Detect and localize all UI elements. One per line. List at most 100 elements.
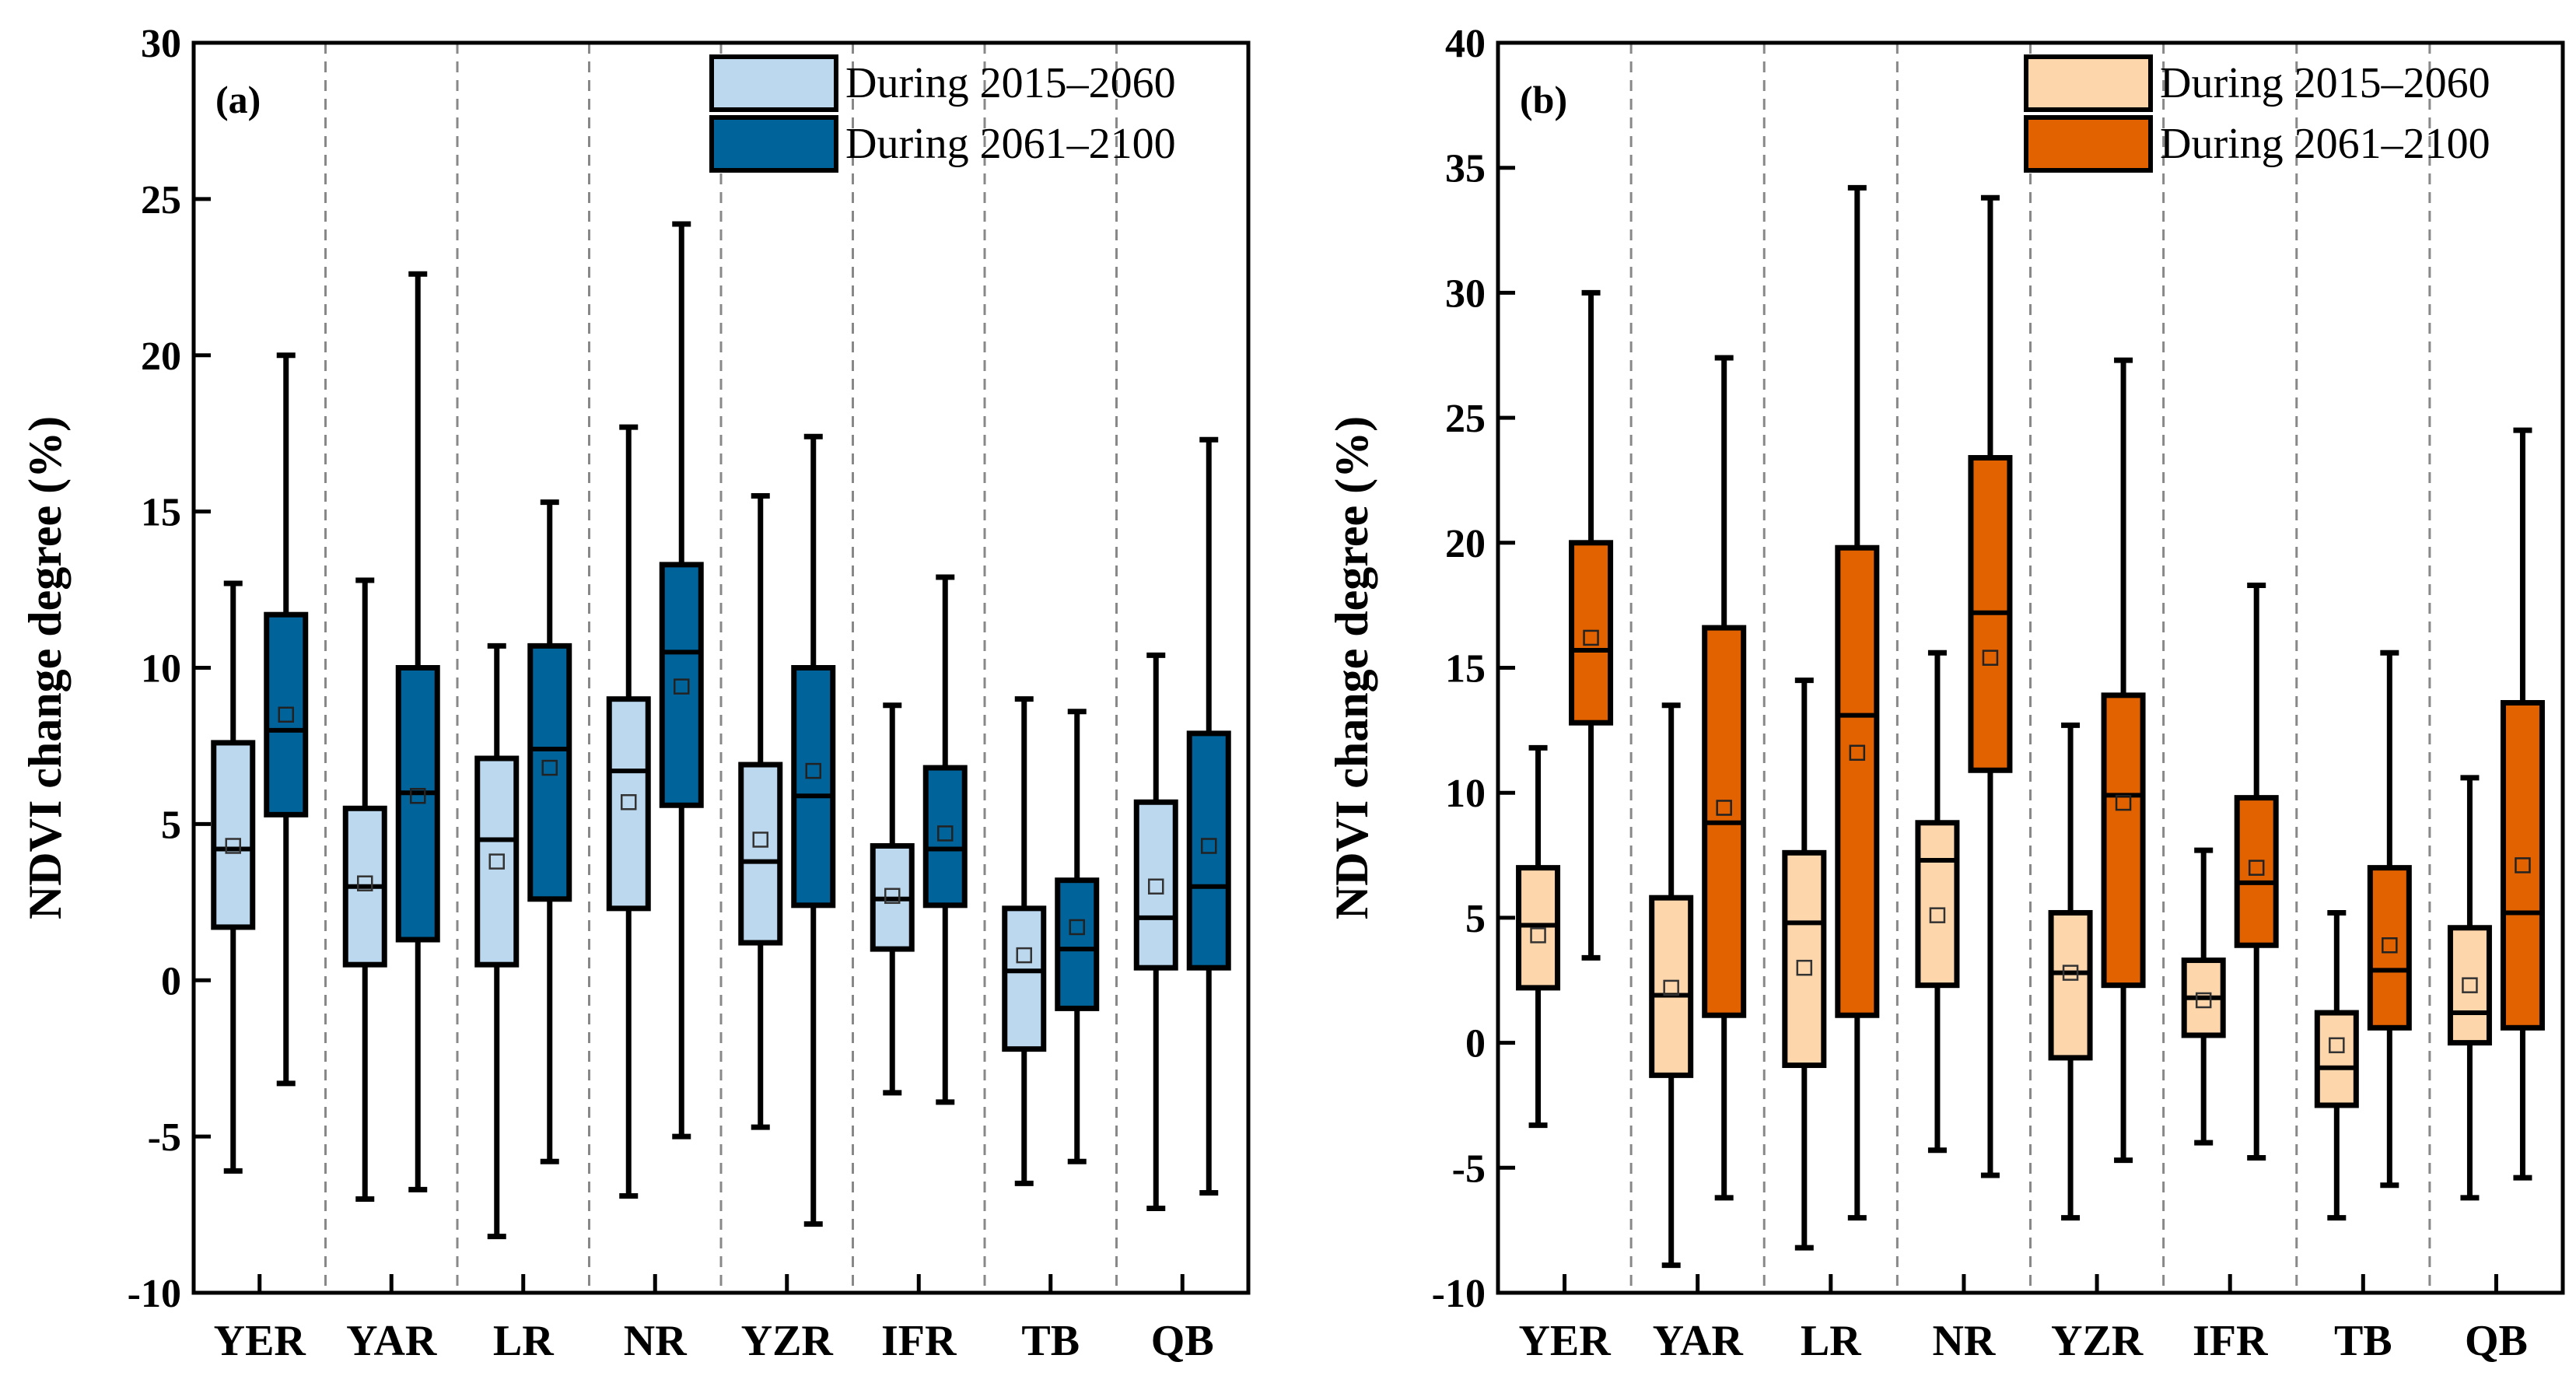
x-tick-label: NR (1932, 1317, 1995, 1365)
mean-marker (541, 759, 558, 776)
x-tick-label: TB (1021, 1317, 1080, 1365)
box-LR-late (1835, 184, 1880, 1221)
box-YER-late (264, 352, 309, 1087)
x-tick-label: LR (1801, 1317, 1861, 1365)
x-tick-label: YER (1518, 1317, 1611, 1365)
box-YZR-early (2048, 722, 2093, 1221)
mean-marker (1796, 959, 1813, 976)
box-IFR-late (2234, 582, 2279, 1161)
x-tick-label: YZR (741, 1317, 834, 1365)
box-YZR-late (2101, 357, 2146, 1164)
iqr-box (1055, 877, 1100, 1011)
y-tick-label: 10 (141, 647, 181, 691)
y-tick-label: 0 (161, 959, 181, 1003)
mean-marker (357, 875, 373, 891)
y-tick-label: 5 (161, 803, 181, 847)
mean-marker (225, 838, 241, 854)
box-QB-early (1133, 652, 1178, 1212)
box-YER-early (1516, 744, 1561, 1129)
y-tick-label: 20 (1445, 522, 1486, 566)
panel-label: (a) (215, 78, 261, 121)
box-YZR-early (738, 493, 783, 1130)
mean-marker (2462, 977, 2478, 993)
box-TB-late (2367, 649, 2412, 1189)
y-tick-label: 30 (141, 22, 181, 66)
box-TB-late (1055, 709, 1100, 1164)
box-IFR-late (922, 574, 968, 1105)
plot-frame (1496, 40, 2565, 1295)
y-axis-label: NDVI change degree (%) (1326, 416, 1377, 919)
mean-marker (2382, 937, 2398, 954)
x-tick-label: IFR (2193, 1317, 2268, 1365)
box-NR-early (606, 424, 651, 1199)
x-tick-label: YAR (346, 1317, 437, 1365)
legend-swatch (709, 115, 838, 173)
mean-marker (488, 853, 505, 870)
legend-label: During 2015–2060 (845, 59, 1176, 107)
box-IFR-early (870, 702, 915, 1096)
mean-marker (752, 832, 768, 848)
box-TB-early (2314, 909, 2359, 1221)
x-tick-label: QB (2465, 1317, 2528, 1365)
iqr-box (738, 762, 783, 946)
x-tick-label: QB (1151, 1317, 1214, 1365)
box-TB-early (1002, 696, 1047, 1186)
mean-marker (1716, 800, 1732, 816)
mean-marker (1583, 629, 1599, 646)
mean-marker (1663, 979, 1679, 996)
y-tick-label: 25 (1445, 397, 1486, 441)
box-YZR-late (791, 433, 836, 1227)
iqr-box (922, 765, 968, 909)
y-tick-label: 35 (1445, 147, 1486, 191)
iqr-box (2500, 699, 2545, 1031)
mean-marker (2329, 1037, 2345, 1054)
iqr-box (527, 642, 572, 902)
x-tick-label: TB (2334, 1317, 2392, 1365)
box-IFR-early (2181, 847, 2226, 1146)
iqr-box (1133, 799, 1178, 971)
box-QB-late (1186, 436, 1231, 1196)
mean-marker (674, 678, 690, 695)
legend-label: During 2061–2100 (845, 120, 1176, 168)
box-NR-late (1968, 194, 2013, 1178)
mean-marker (1849, 744, 1866, 762)
mean-marker (1148, 878, 1164, 895)
mean-marker (937, 825, 954, 842)
y-tick-label: 40 (1445, 22, 1486, 66)
y-tick-label: -5 (1452, 1147, 1486, 1191)
x-tick-label: IFR (881, 1317, 957, 1365)
x-tick-label: NR (624, 1317, 687, 1365)
box-NR-early (1915, 649, 1960, 1154)
mean-marker (1982, 649, 1999, 666)
mean-marker (1929, 907, 1946, 923)
box-YAR-late (1702, 355, 1747, 1201)
iqr-box (1835, 544, 1880, 1018)
mean-marker (1016, 947, 1032, 964)
mean-marker (1201, 838, 1217, 854)
panel-label: (b) (1520, 78, 1567, 121)
iqr-box (264, 611, 309, 818)
panel-b: -10 -5 0 5 10 15 20 25 30 35 40 NDVI change degree … (1326, 22, 2565, 1365)
y-tick-label: 15 (1445, 647, 1486, 691)
box-LR-early (474, 642, 520, 1240)
iqr-box (791, 665, 836, 909)
y-tick-label: 25 (141, 178, 181, 222)
mean-marker (1530, 927, 1546, 944)
iqr-box (2101, 692, 2146, 989)
y-axis-label: NDVI change degree (%) (19, 416, 71, 919)
y-tick-label: -5 (148, 1115, 181, 1160)
box-LR-early (1782, 677, 1827, 1251)
box-YER-early (211, 580, 256, 1174)
legend-swatch (709, 54, 838, 112)
iqr-box (2447, 925, 2492, 1046)
iqr-box (2234, 795, 2279, 948)
iqr-box (2048, 909, 2093, 1061)
iqr-box (1186, 730, 1231, 971)
x-tick-label: YAR (1653, 1317, 1744, 1365)
y-tick-label: 0 (1465, 1022, 1486, 1066)
iqr-box (606, 696, 651, 912)
mean-marker (2248, 860, 2265, 876)
y-tick-label: 10 (1445, 772, 1486, 816)
box-YAR-early (342, 577, 387, 1202)
